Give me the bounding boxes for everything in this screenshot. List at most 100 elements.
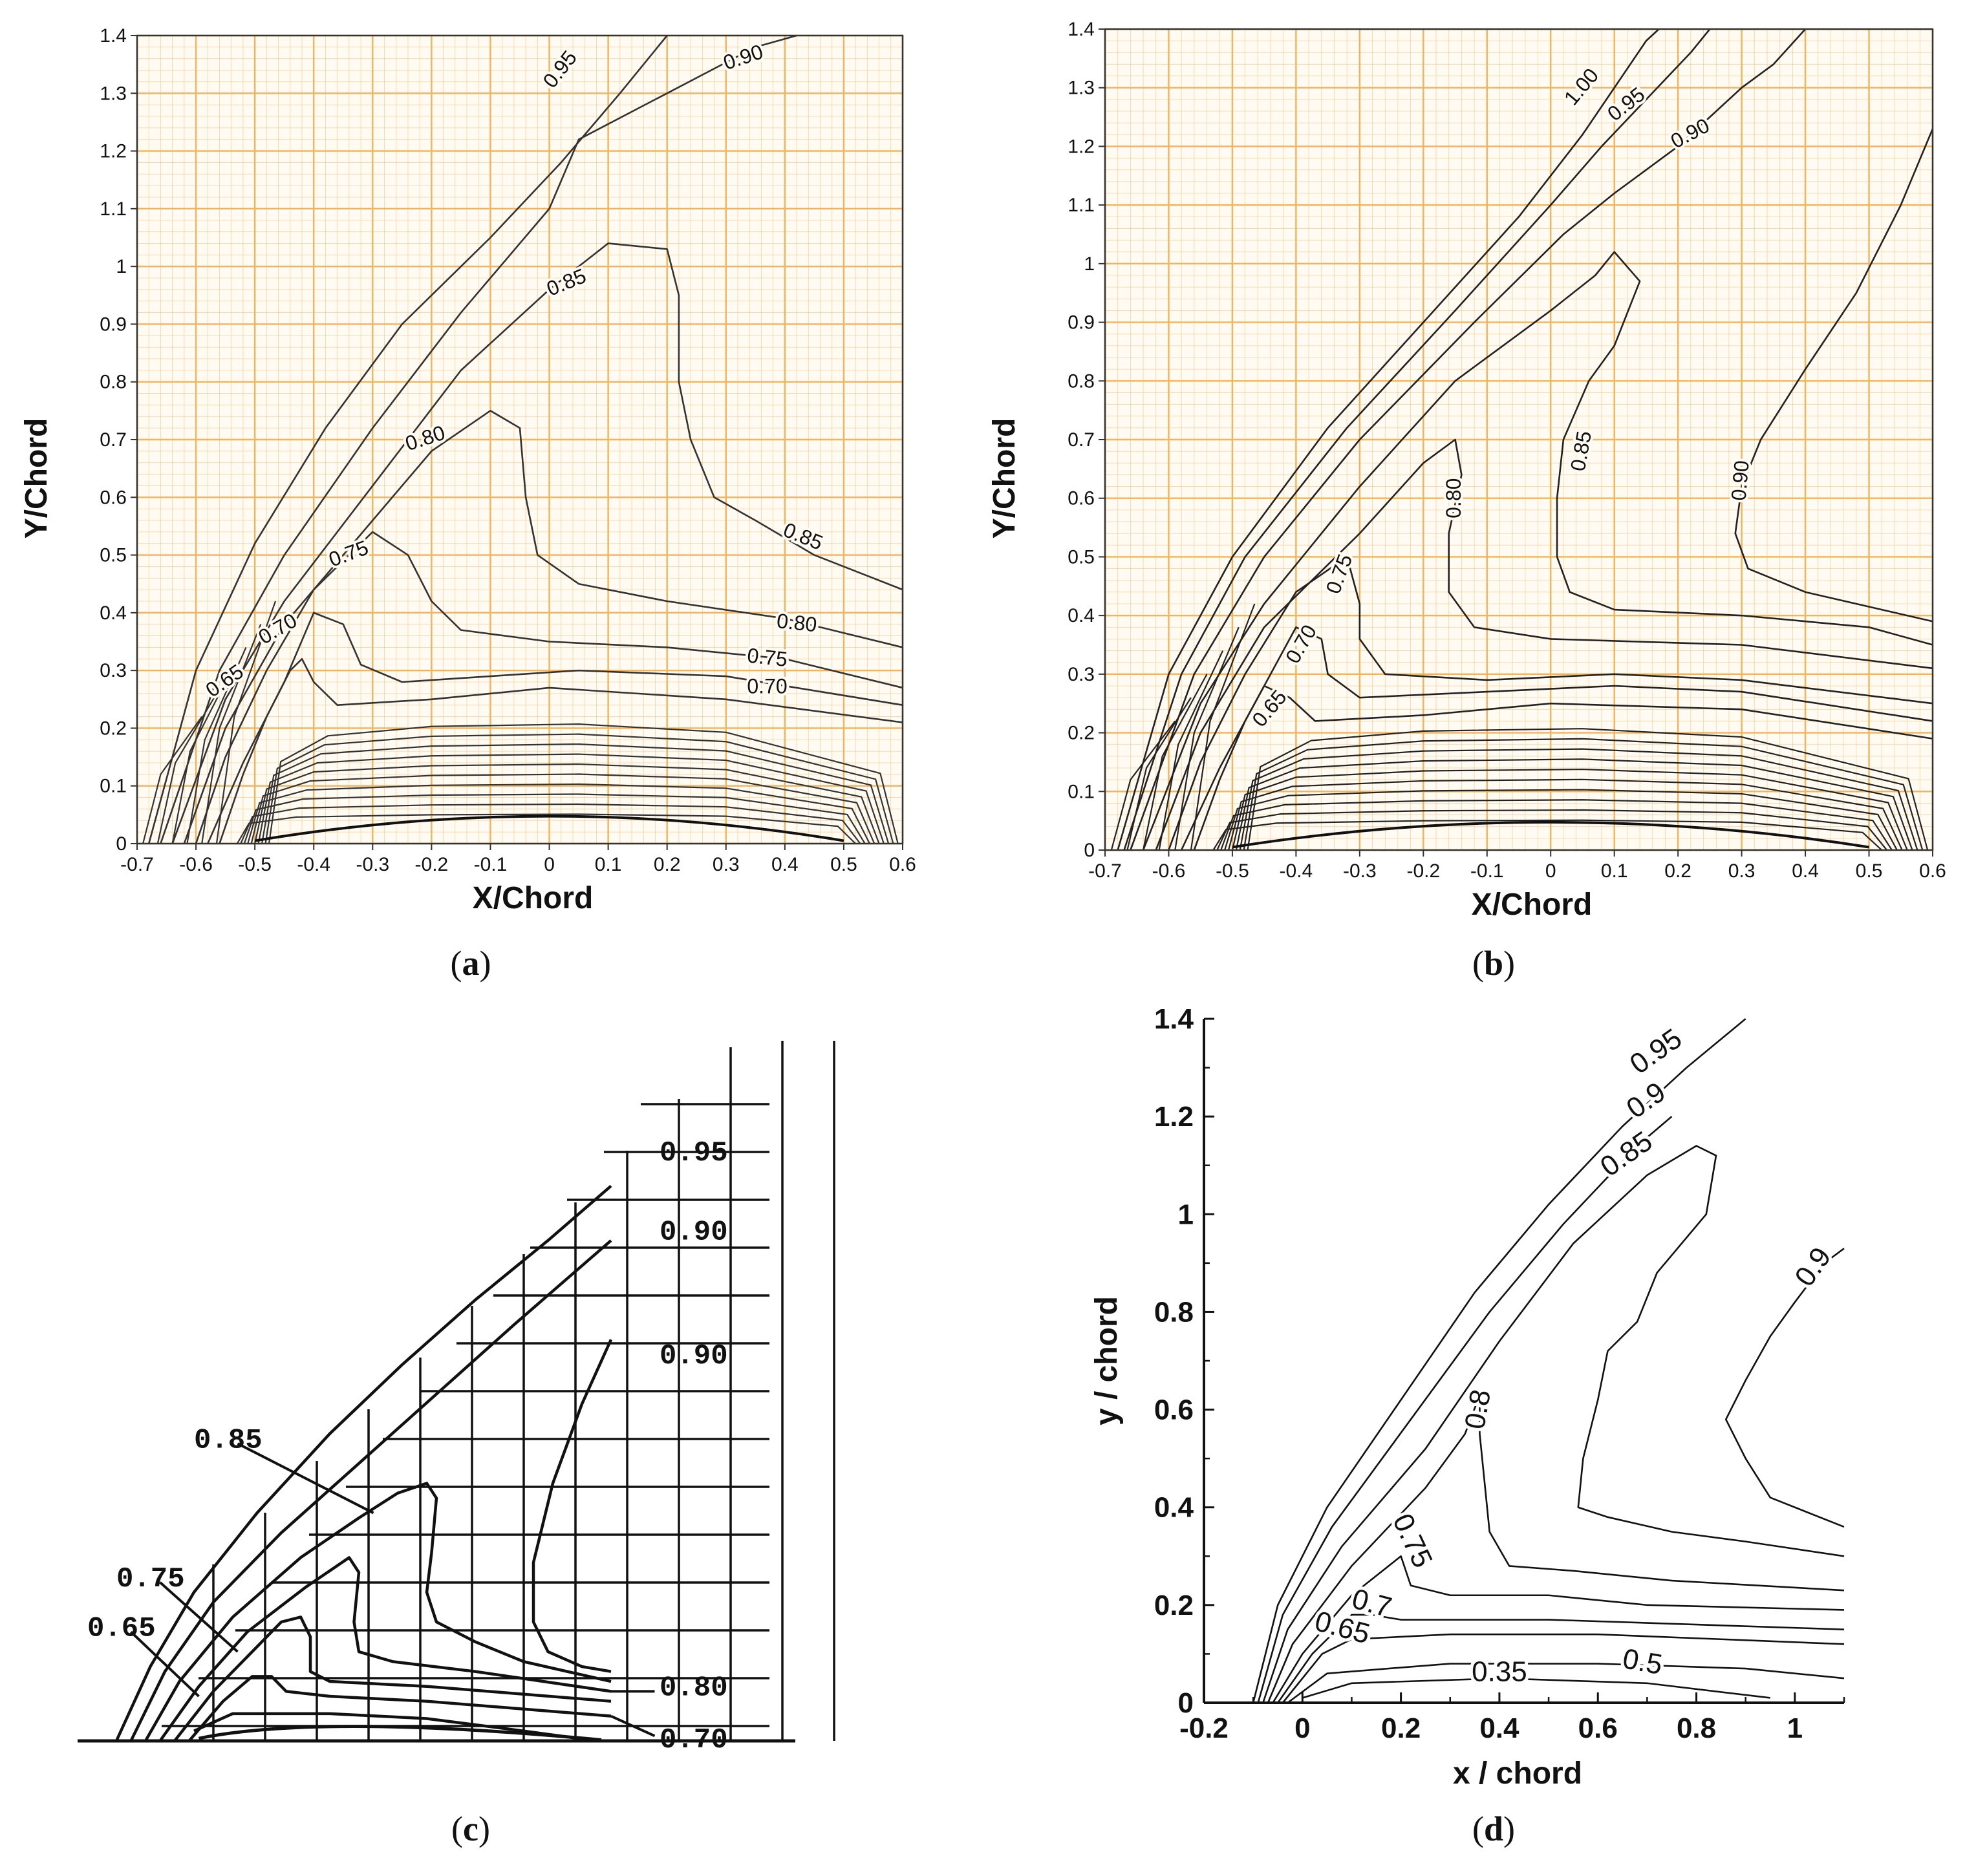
contour-line [268,723,899,844]
y-tick-label: 0.9 [1068,312,1095,334]
contour-label: 0.9 [1621,1076,1671,1125]
x-tick-label: -0.2 [1179,1712,1229,1744]
y-tick-label: 0.2 [1154,1590,1194,1621]
contour-line-0.80 [158,1556,612,1742]
x-tick-label: -0.3 [1343,860,1377,882]
label-leader [130,1630,200,1698]
x-tick-label: -0.6 [179,854,213,875]
y-tick-label: 0.6 [1068,488,1095,509]
y-axis-title: Y/Chord [19,418,54,539]
contour-line [201,624,262,844]
y-tick-label: 0.1 [1068,781,1095,802]
x-tick-label: 0.6 [1578,1712,1618,1744]
x-tick-label: -0.1 [474,854,508,875]
x-tick-label: -0.2 [415,854,449,875]
y-tick-label: 1.3 [100,83,127,104]
x-tick-label: 0.4 [771,854,799,875]
y-tick-label: 0.4 [1154,1492,1194,1524]
wing-surface [1232,820,1869,849]
x-tick-label: 0.6 [1919,860,1946,882]
contour-line [1239,748,1918,851]
x-tick-label: -0.6 [1152,860,1186,882]
label-leader [610,1714,656,1738]
contour-line [1243,738,1924,851]
contour-line-0.65 [1282,1633,1845,1703]
contour-label: 0.75 [116,1563,185,1595]
contour-line [261,743,890,844]
y-tick-label: 1.1 [1068,195,1095,216]
caption-close-paren: ) [480,944,491,983]
contours [1252,1018,1845,1704]
y-tick-label: 1.4 [100,25,127,47]
contour-label: 0.75 [746,644,789,671]
contour-line-0.7 [1277,1614,1845,1703]
caption-close-paren: ) [478,1809,490,1848]
y-tick-label: 1.2 [1154,1101,1194,1133]
contour-line-0.9 [1257,1116,1673,1703]
y-tick-label: 0.1 [100,776,127,797]
caption-open-paren: ( [1472,1809,1484,1848]
caption-close-paren: ) [1503,944,1515,983]
contours [142,34,903,844]
contour-line [247,783,870,844]
caption-letter: a [462,944,480,983]
contour-line-0.90 [1734,128,1934,623]
panel-d: -0.2 0 0.2 0.4 0.6 0.8 100.20.40.60.811.21.40.… [1090,1003,1845,1791]
x-tick-label: -0.5 [1216,860,1249,882]
contours [114,1184,656,1743]
x-tick-label: 0 [1294,1712,1310,1744]
contour-label: 0.75 [1386,1509,1439,1572]
label-leader [237,1442,374,1515]
x-tick-label: 0 [544,854,555,875]
x-tick-label: 0.1 [595,854,622,875]
x-tick-label: 0.2 [1664,860,1691,882]
contour-line [243,793,866,844]
contour-label: 0.9 [1788,1242,1837,1292]
contour-line [1143,674,1208,851]
x-tick-label: 0 [1545,860,1556,882]
y-tick-label: 0.6 [100,487,127,508]
x-tick-label: 0.2 [1381,1712,1421,1744]
contour-line [1247,728,1929,851]
x-tick-label: 0.6 [889,854,916,875]
caption-letter: b [1484,944,1503,983]
contour-line [264,733,894,844]
contour-line-0.65 [193,1712,597,1743]
contour-line-0.65 [1193,685,1933,851]
contour-label: 0.80 [775,609,818,636]
contour-label: 0.95 [1624,1023,1688,1080]
y-tick-label: 0.3 [1068,664,1095,685]
y-tick-label: 0.9 [100,314,127,335]
x-tick-label: 0.4 [1792,860,1819,882]
panel-b: 1.00 0.950.900.850.800.750.700.650.90-0.7… [987,19,1946,922]
caption-letter: d [1484,1809,1503,1848]
contour-label: 0.90 [660,1217,728,1249]
y-tick-label: 1.2 [100,141,127,162]
contour-line-0.90 [129,1239,612,1742]
y-tick-label: 0.7 [100,429,127,451]
label-leader [159,1581,239,1653]
y-tick-label: 0 [116,833,127,855]
caption-open-paren: ( [451,944,462,983]
y-tick-label: 0.8 [1068,370,1095,392]
x-axis-title: X/Chord [473,881,594,915]
y-tick-label: 1.3 [1068,78,1095,99]
y-tick-label: 0 [1178,1687,1194,1719]
contour-line-0.95 [147,35,668,844]
x-tick-label: 0.5 [1856,860,1883,882]
contour-label: 0.5 [1620,1643,1665,1681]
x-tick-label: 1 [1787,1712,1803,1744]
contour-line-0.75 [173,1615,612,1742]
contour-label: 0.70 [747,674,787,698]
contour-label: 0.80 [1442,478,1465,518]
contour-line [171,670,232,844]
contour-line [142,716,203,844]
contour-line-0.90 [1130,28,1807,851]
contour-label: 0.80 [660,1672,728,1705]
y-axis-title: y / chord [1090,1296,1124,1425]
x-tick-label: 0.3 [713,854,740,875]
contour-label: 0.95 [660,1137,728,1169]
x-axis-title: X/Chord [1472,888,1593,922]
wing-surface [199,1725,602,1742]
